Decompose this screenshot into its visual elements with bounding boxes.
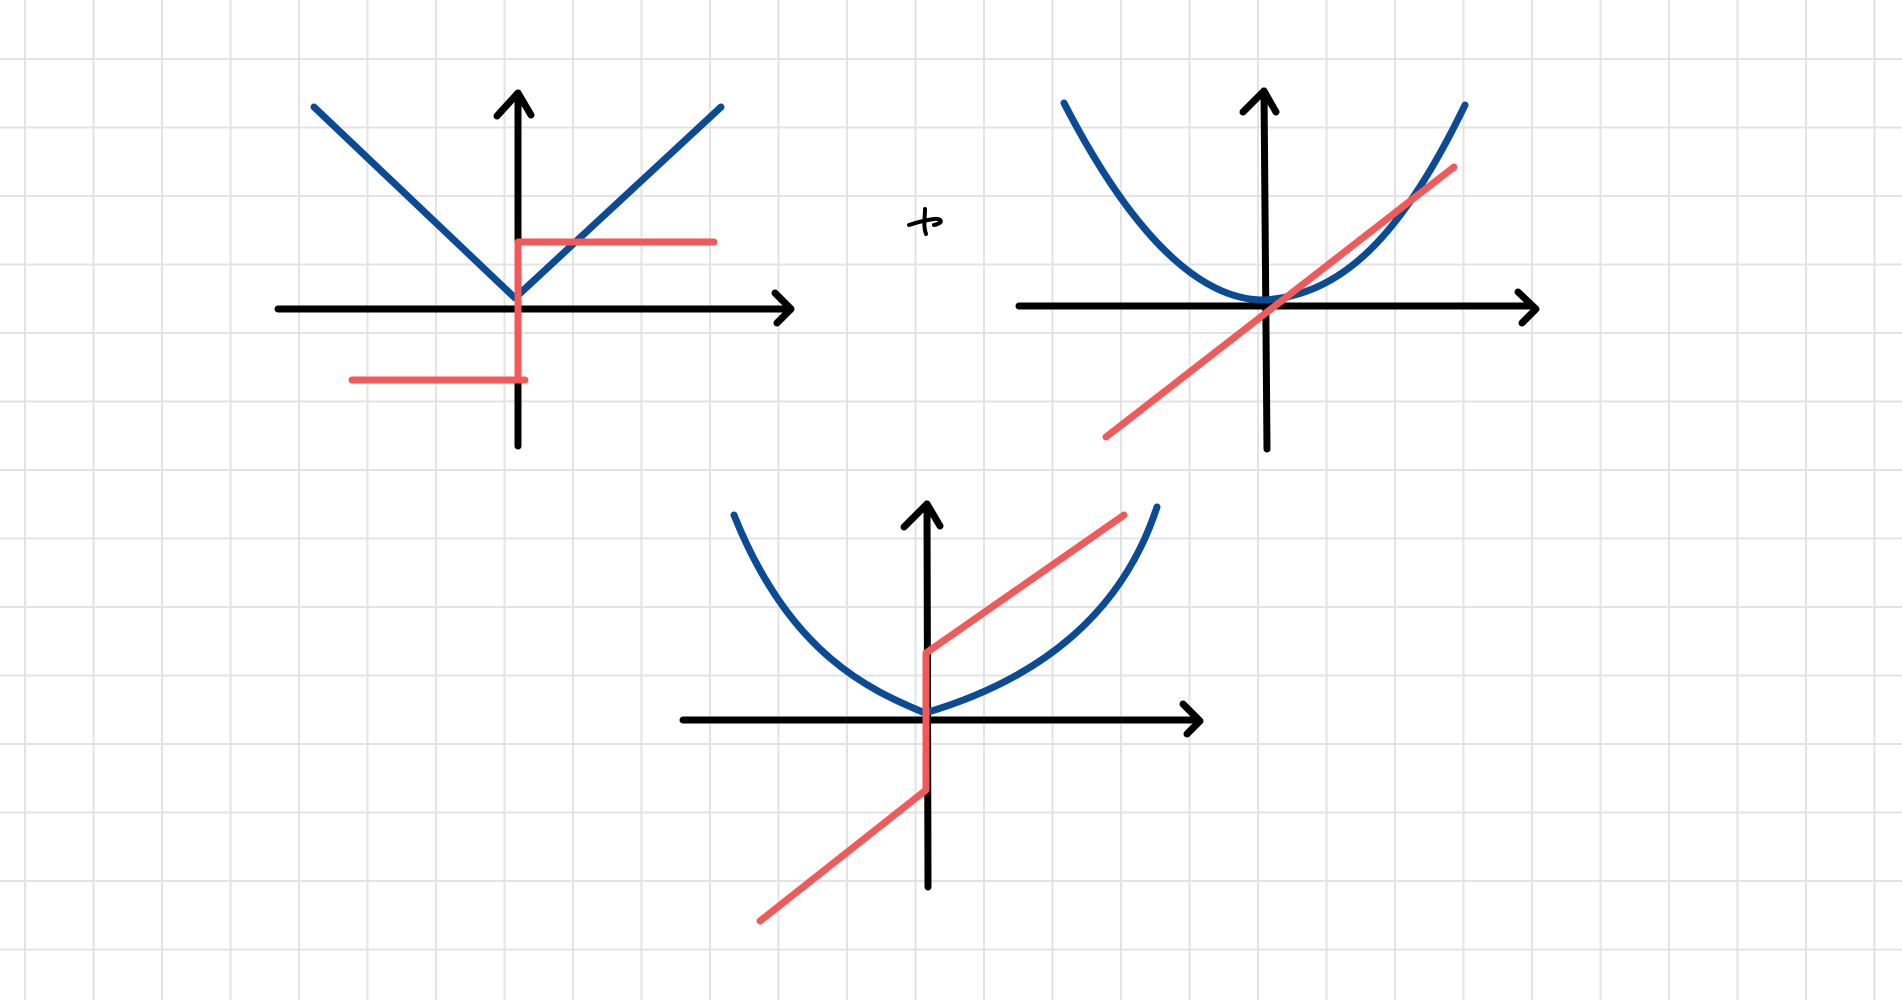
plus-icon (907, 207, 943, 236)
diagram-top-right (1015, 87, 1540, 453)
x-axis-arrowhead (1514, 288, 1540, 327)
red-diagonal-line (1102, 163, 1458, 441)
red-piecewise-line (756, 511, 1128, 925)
y-axis-line (1260, 87, 1271, 453)
x-axis-arrowhead (771, 289, 795, 327)
x-axis-arrowhead (1179, 700, 1204, 738)
red-step-function (348, 238, 718, 384)
axes-top-right (1015, 87, 1540, 453)
y-axis-arrowhead (900, 500, 944, 531)
plus-horizontal-stroke (907, 216, 943, 227)
diagram-top-left (274, 89, 795, 450)
y-axis-arrowhead (1239, 87, 1280, 116)
diagram-bottom-center (679, 500, 1204, 925)
y-axis-arrowhead (493, 89, 535, 120)
axes-bottom-center (679, 500, 1204, 891)
